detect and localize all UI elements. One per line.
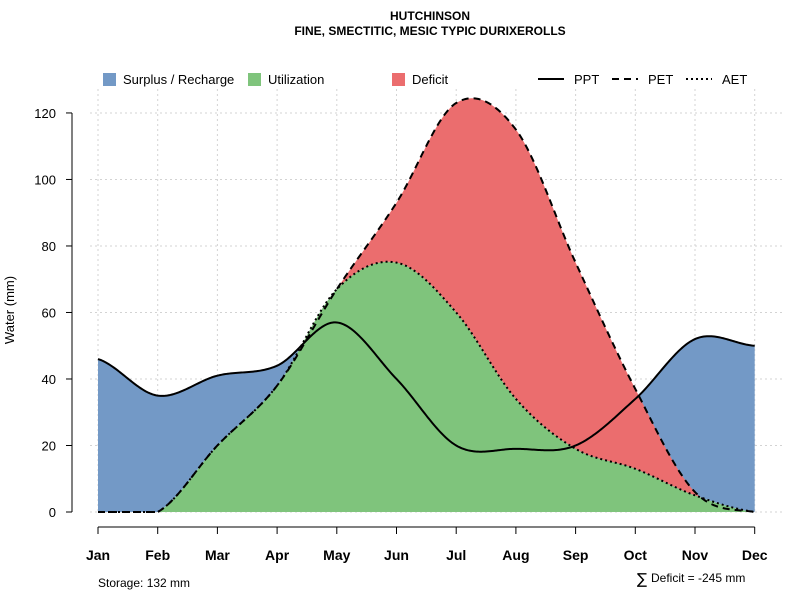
legend-label: PET: [648, 72, 673, 87]
legend-label: PPT: [574, 72, 599, 87]
y-tick-label: 20: [42, 438, 56, 453]
x-tick-label: May: [323, 547, 350, 563]
y-tick-label: 60: [42, 305, 56, 320]
utilization-area: [157, 261, 755, 512]
x-tick-label: Aug: [502, 547, 529, 563]
aet-line: [98, 260, 755, 513]
legend-label: Utilization: [268, 72, 324, 87]
legend: Surplus / Recharge Utilization Deficit PPT P…: [103, 72, 747, 87]
x-tick-label: Jan: [86, 547, 110, 563]
legend-swatch: [103, 73, 116, 86]
deficit-label: Deficit = -245 mm: [651, 571, 745, 585]
x-tick-label: Apr: [265, 547, 290, 563]
legend-label: Surplus / Recharge: [123, 72, 234, 87]
legend-swatch: [392, 73, 405, 86]
chart-title: HUTCHINSON: [390, 9, 470, 23]
series-lines: [97, 97, 755, 513]
x-tick-label: Nov: [682, 547, 709, 563]
deficit-area: [336, 98, 701, 498]
area-fills: [98, 98, 755, 512]
legend-label: AET: [722, 72, 747, 87]
surplus-recharge-area: [571, 336, 755, 512]
chart-subtitle: FINE, SMECTITIC, MESIC TYPIC DURIXEROLLS: [294, 24, 565, 38]
x-tick-label: Dec: [742, 547, 768, 563]
x-tick-label: Sep: [563, 547, 589, 563]
sigma-icon: ∑: [637, 570, 647, 588]
x-tick-label: Jun: [384, 547, 409, 563]
surplus-recharge-area: [98, 343, 303, 512]
y-tick-label: 40: [42, 372, 56, 387]
y-axis-label: Water (mm): [2, 276, 17, 344]
x-tick-label: Feb: [145, 547, 170, 563]
x-tick-label: Jul: [446, 547, 466, 563]
x-tick-label: Mar: [205, 547, 230, 563]
y-tick-label: 120: [34, 106, 56, 121]
pet-line: [98, 97, 755, 513]
storage-label: Storage: 132 mm: [98, 576, 190, 590]
y-tick-label: 0: [49, 505, 56, 520]
ppt-line: [97, 321, 755, 453]
y-tick-label: 80: [42, 239, 56, 254]
legend-label: Deficit: [412, 72, 449, 87]
x-tick-label: Oct: [624, 547, 648, 563]
legend-swatch: [248, 73, 261, 86]
y-tick-label: 100: [34, 172, 56, 187]
axes: 0 20 40 60 80 100 120 Jan Feb Mar Apr May Jun Jul Aug S…: [34, 106, 767, 563]
